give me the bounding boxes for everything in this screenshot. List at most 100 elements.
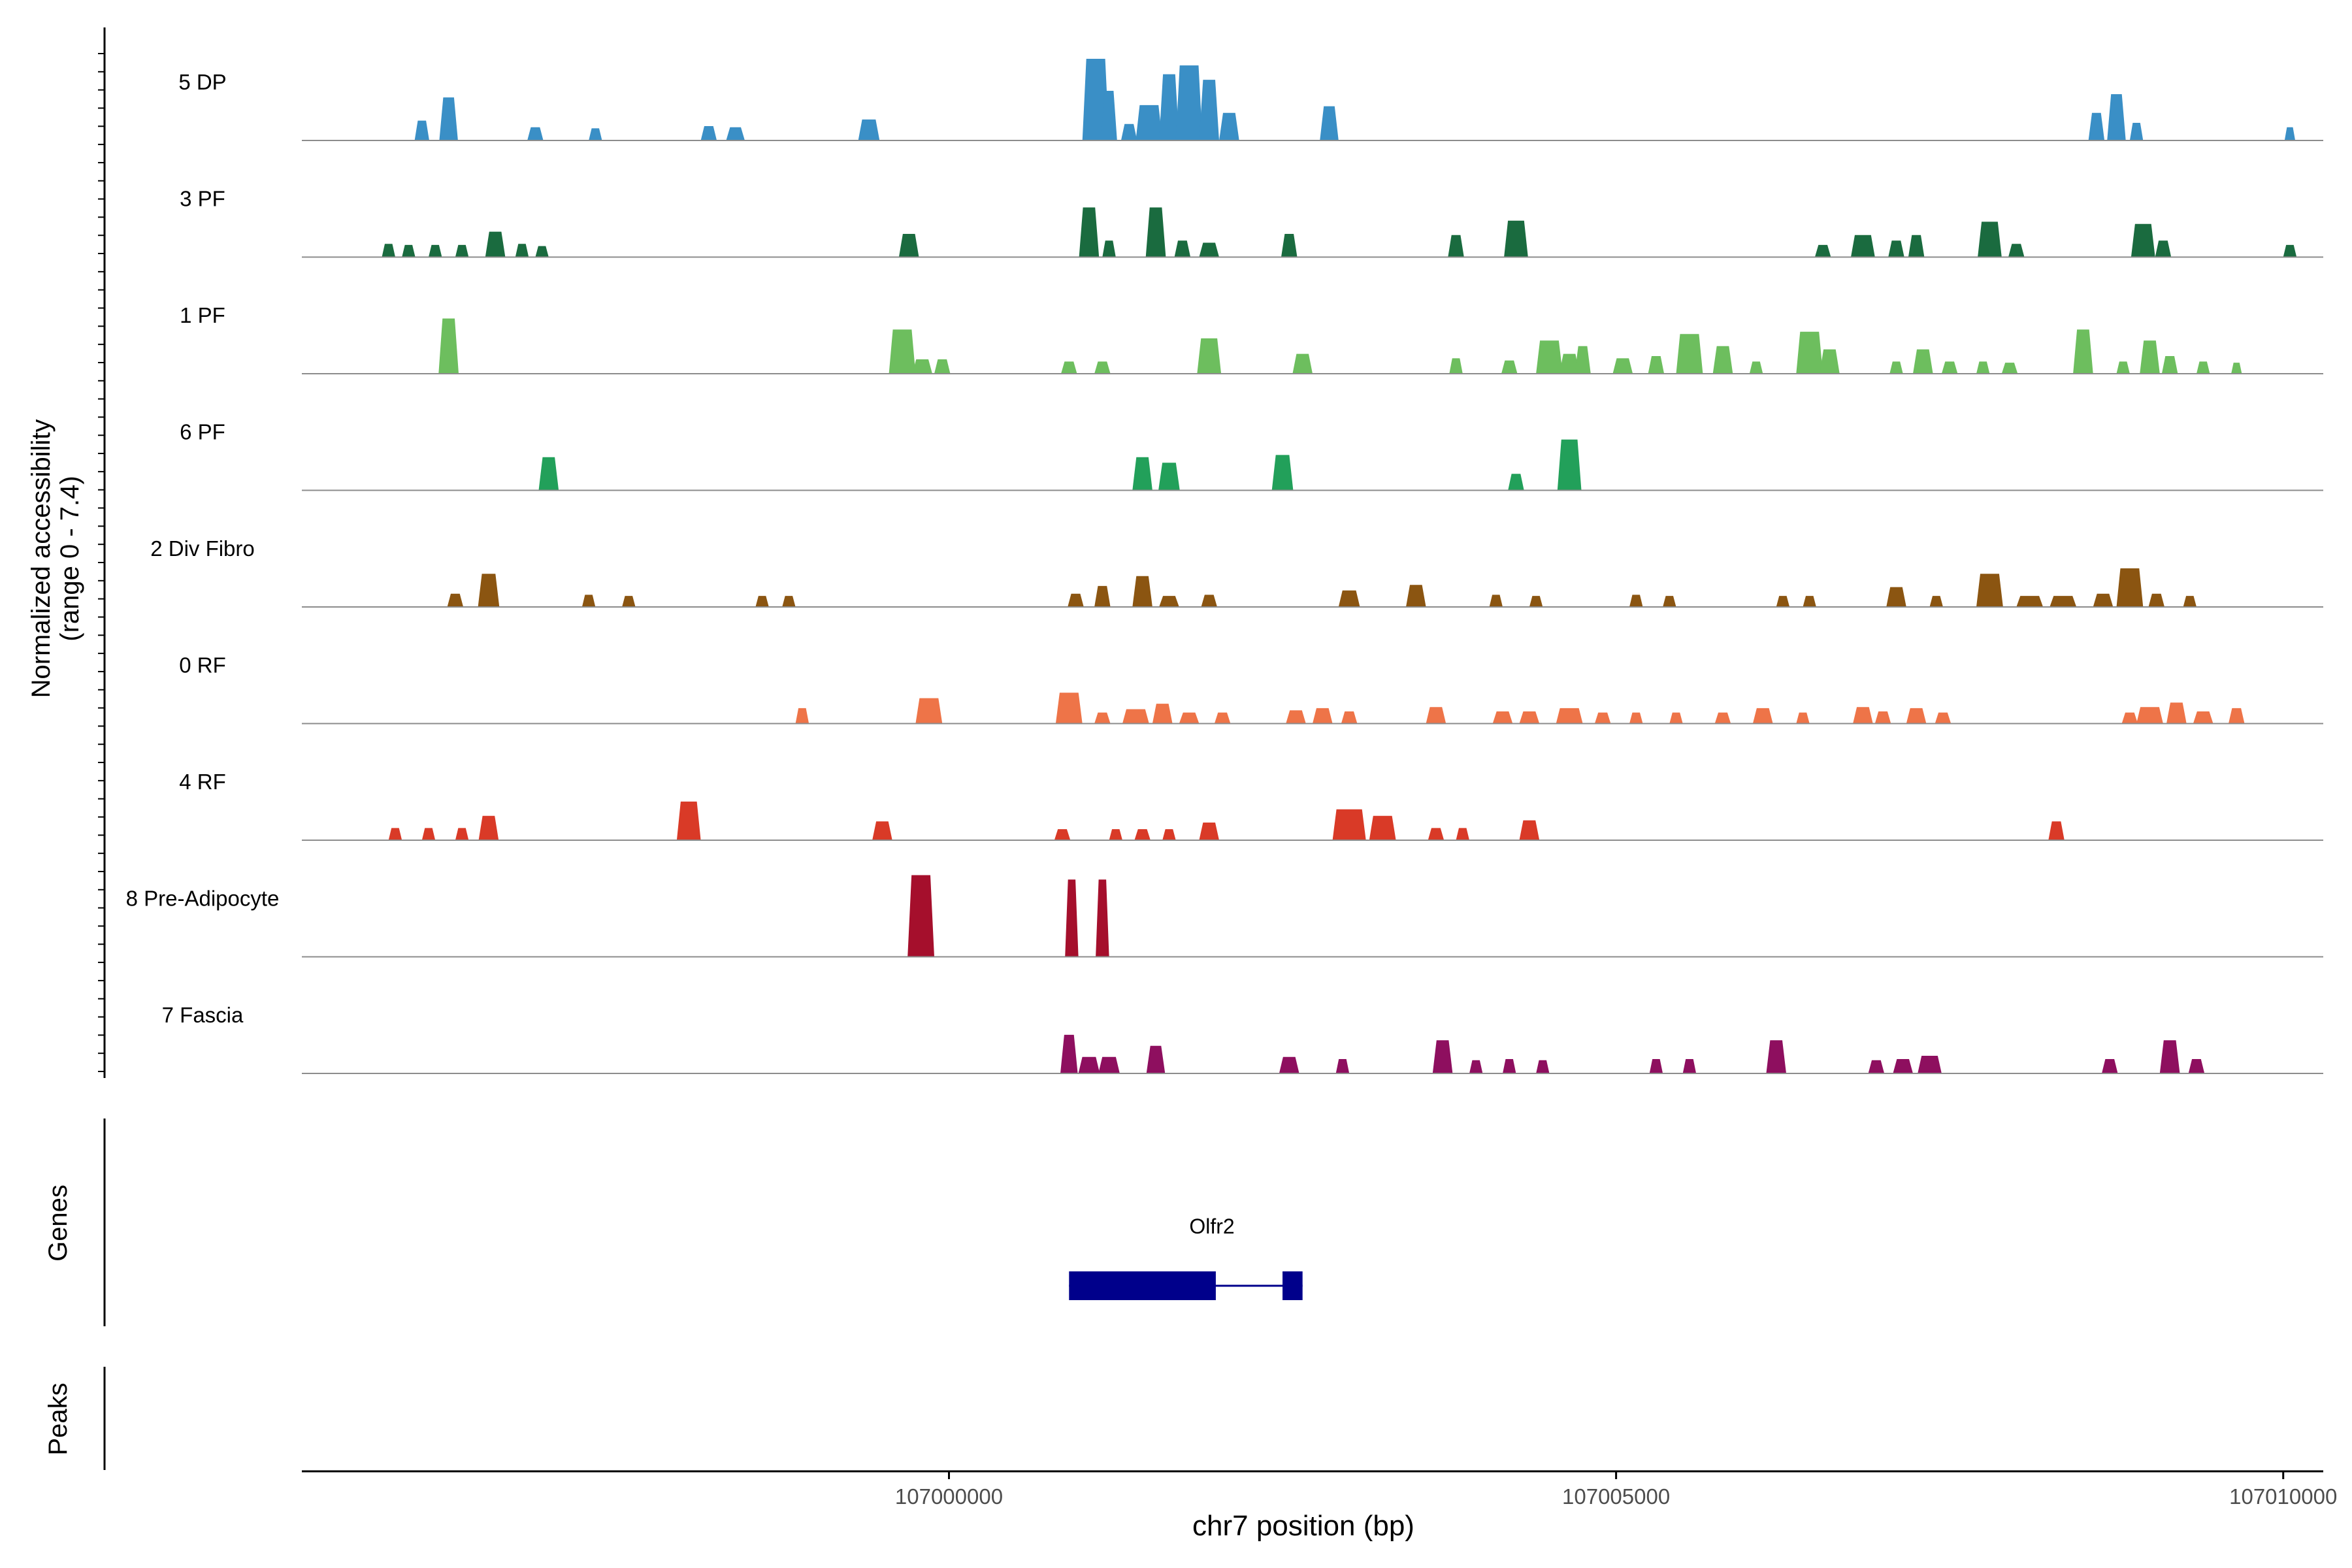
track-label: 4 RF: [179, 770, 226, 794]
coverage-tracks: 5 DP 3 PF 1 PF 6 PF 2 Div Fibro 0 RF 4 RF 8 Pre…: [126, 59, 2323, 1074]
coverage-peak: [1501, 360, 1518, 374]
track-7-fascia: 7 Fascia: [162, 1003, 2323, 1074]
coverage-peak: [1796, 712, 1810, 724]
coverage-peak: [439, 97, 458, 140]
coverage-peak: [1629, 712, 1643, 724]
track-1-pf: 1 PF: [180, 303, 2323, 374]
track-2-div-fibro: 2 Div Fibro: [150, 536, 2323, 608]
y-axis-title-range: (range 0 - 7.4): [56, 476, 84, 641]
coverage-peak: [1338, 590, 1360, 607]
coverage-peak: [1796, 331, 1823, 374]
coverage-peak: [1649, 1059, 1663, 1073]
coverage-peak: [1199, 80, 1219, 140]
coverage-peak: [858, 119, 880, 140]
coverage-peak: [1888, 240, 1904, 257]
coverage-peak: [1489, 595, 1503, 607]
coverage-peak: [1335, 1059, 1350, 1073]
coverage-peak: [1101, 91, 1117, 140]
coverage-peak: [1158, 463, 1180, 491]
coverage-peak: [1201, 595, 1217, 607]
coverage-peak: [912, 359, 932, 374]
coverage-peak: [1456, 828, 1469, 840]
coverage-peak: [1426, 707, 1446, 724]
coverage-peak: [1557, 439, 1582, 491]
coverage-peak: [1199, 242, 1219, 257]
y-axis-title: Normalized accessibility(range 0 - 7.4): [27, 419, 84, 698]
coverage-peak: [898, 234, 919, 257]
coverage-peak: [1976, 574, 2003, 607]
coverage-peak: [1749, 361, 1763, 374]
coverage-peak: [1536, 1060, 1550, 1073]
coverage-peak: [1159, 596, 1179, 607]
coverage-peak: [1068, 593, 1084, 607]
coverage-peak: [1060, 1034, 1078, 1073]
coverage-peak: [907, 875, 934, 957]
coverage-peak: [1776, 596, 1790, 607]
coverage-peak: [1868, 1060, 1885, 1073]
coverage-peak: [1197, 338, 1222, 374]
coverage-peak: [2159, 1040, 2180, 1073]
coverage-peak: [382, 244, 395, 257]
coverage-peak: [1120, 123, 1137, 140]
coverage-peak: [2116, 361, 2130, 374]
track-label: 6 PF: [180, 420, 225, 444]
coverage-peak: [2001, 363, 2018, 374]
coverage-peak: [1529, 596, 1543, 607]
x-tick-label: 107000000: [895, 1484, 1003, 1509]
coverage-peak: [1906, 708, 1927, 724]
coverage-peak: [915, 698, 943, 724]
coverage-peak: [2008, 244, 2025, 257]
coverage-peak: [1918, 1056, 1942, 1073]
coverage-peak: [1214, 712, 1231, 724]
track-label: 3 PF: [180, 187, 225, 211]
gene-label: Olfr2: [1189, 1215, 1234, 1238]
coverage-peak: [1648, 356, 1665, 374]
coverage-peak: [2155, 240, 2172, 257]
coverage-peak: [934, 359, 951, 374]
coverage-peak: [1935, 712, 1952, 724]
track-label: 1 PF: [180, 303, 225, 327]
coverage-peak: [1820, 349, 1840, 374]
track-label: 7 Fascia: [162, 1003, 244, 1027]
coverage-peak: [1908, 235, 1925, 257]
coverage-peak: [2102, 1059, 2118, 1073]
track-label: 8 Pre-Adipocyte: [126, 887, 280, 911]
coverage-peak: [2121, 712, 2138, 724]
coverage-peak: [1508, 474, 1524, 491]
coverage-peak: [2016, 596, 2044, 607]
coverage-peak: [1094, 585, 1111, 607]
coverage-peak: [478, 574, 500, 607]
coverage-peak: [1803, 596, 1816, 607]
coverage-peak: [1109, 829, 1122, 840]
coverage-peak: [1098, 1056, 1120, 1073]
coverage-peak: [447, 593, 464, 607]
coverage-peak: [1096, 879, 1109, 957]
coverage-peak: [1575, 346, 1591, 374]
coverage-peak: [438, 318, 459, 374]
track-label: 5 DP: [178, 70, 226, 94]
coverage-peak: [1712, 346, 1733, 374]
coverage-peak: [795, 708, 809, 724]
coverage-peak: [1913, 349, 1933, 374]
track-8-pre-adipocyte: 8 Pre-Adipocyte: [126, 875, 2323, 958]
coverage-peak: [2188, 1059, 2205, 1073]
coverage-peak: [1432, 1040, 1453, 1073]
coverage-peak: [2229, 708, 2245, 724]
coverage-peak: [1079, 207, 1100, 257]
coverage-peak: [1714, 712, 1731, 724]
coverage-peak: [1893, 1059, 1913, 1073]
coverage-peak: [1055, 693, 1083, 724]
track-label: 2 Div Fibro: [150, 536, 255, 561]
coverage-peak: [1271, 455, 1294, 491]
peaks-panel-label: Peaks: [44, 1382, 73, 1455]
coverage-peak: [2283, 244, 2297, 257]
coverage-peak: [478, 815, 499, 840]
coverage-peak: [1175, 65, 1203, 140]
coverage-peak: [872, 821, 892, 840]
coverage-peak: [1135, 105, 1163, 140]
coverage-peak: [1536, 340, 1563, 374]
gene-exon: [1069, 1271, 1216, 1300]
coverage-peak: [1179, 712, 1200, 724]
coverage-peak: [1682, 1059, 1697, 1073]
